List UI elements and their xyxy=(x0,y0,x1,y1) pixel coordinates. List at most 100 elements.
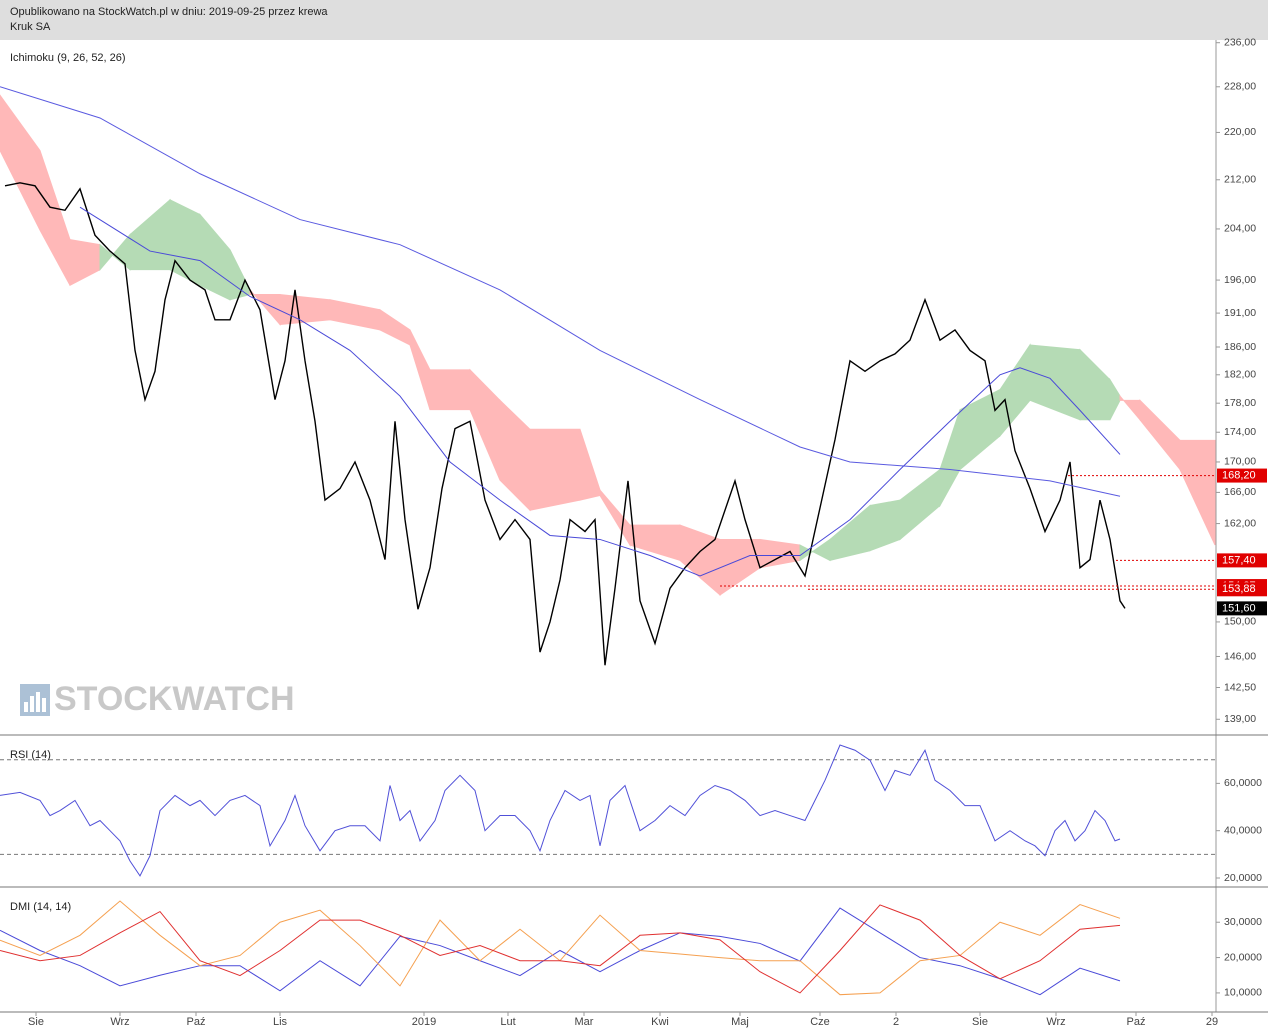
header-line: Kruk SA xyxy=(10,21,51,33)
cloud-segment xyxy=(799,538,831,562)
y-tick-label: 196,00 xyxy=(1224,274,1256,286)
cloud-segment xyxy=(249,288,281,326)
y-tick-label: 186,00 xyxy=(1224,341,1256,353)
x-tick-label: Maj xyxy=(731,1016,749,1028)
x-tick-label: Sie xyxy=(972,1016,988,1028)
y-tick-label: 182,00 xyxy=(1224,369,1256,381)
cloud-segment xyxy=(1139,399,1181,471)
plot-area xyxy=(0,744,1216,877)
y-tick-label: 150,00 xyxy=(1224,616,1256,628)
level-label: 151,60 xyxy=(1222,602,1256,614)
level-box xyxy=(1217,468,1267,483)
cloud-segment xyxy=(199,213,231,301)
y-tick-label: 220,00 xyxy=(1224,126,1256,138)
cloud-segment xyxy=(1079,348,1111,421)
level-box xyxy=(1217,582,1267,597)
cloud-segment xyxy=(409,329,431,410)
level-box xyxy=(1217,601,1267,616)
y-tick-label: 20,0000 xyxy=(1224,951,1262,963)
x-tick-label: Mar xyxy=(575,1016,594,1028)
y-tick-label: 228,00 xyxy=(1224,81,1256,93)
cloud-segment xyxy=(869,499,901,552)
cloud-segment xyxy=(1179,439,1216,546)
x-tick-label: Lut xyxy=(500,1016,515,1028)
cloud-segment xyxy=(429,369,471,411)
y-tick-label: 60,0000 xyxy=(1224,777,1262,789)
y-tick-label: 170,00 xyxy=(1224,456,1256,468)
level-box xyxy=(1217,553,1267,568)
x-tick-label: Wrz xyxy=(110,1016,129,1028)
cloud-segment xyxy=(39,150,71,286)
cloud-segment xyxy=(959,388,1001,471)
panel-title: DMI (14, 14) xyxy=(10,901,71,913)
level-label: 153,88 xyxy=(1222,583,1256,595)
header-line: Opublikowano na StockWatch.pl w dniu: 20… xyxy=(10,6,328,18)
x-tick-label: Paź xyxy=(187,1016,206,1028)
y-tick-label: 142,50 xyxy=(1224,681,1256,693)
y-tick-label: 174,00 xyxy=(1224,426,1256,438)
x-tick-label: Wrz xyxy=(1046,1016,1065,1028)
level-label: 168,20 xyxy=(1222,469,1256,481)
cloud-segment xyxy=(129,198,171,271)
cloud-segment xyxy=(939,409,961,508)
watermark-icon xyxy=(20,684,50,716)
cloud-segment xyxy=(629,524,681,562)
x-tick-label: 2019 xyxy=(412,1016,436,1028)
series-line xyxy=(0,907,1121,996)
plot-area xyxy=(0,86,1216,666)
series-line xyxy=(0,904,1121,994)
cloud-segment xyxy=(679,524,721,597)
y-tick-label: 40,0000 xyxy=(1224,824,1262,836)
cloud-segment xyxy=(279,293,331,326)
y-axis: 236,00 228,00 220,00 212,00 204,00 196,00 191,… xyxy=(1216,36,1256,725)
x-tick-label: 2 xyxy=(893,1016,899,1028)
series-line xyxy=(0,744,1121,877)
cloud-segment xyxy=(329,299,381,331)
series-line xyxy=(0,86,1121,497)
y-tick-label: 178,00 xyxy=(1224,397,1256,409)
cloud-segment xyxy=(499,399,531,512)
y-axis: 60,0000 40,0000 20,0000 xyxy=(1216,777,1262,884)
y-tick-label: 146,00 xyxy=(1224,650,1256,662)
cloud-segment xyxy=(1119,394,1141,422)
cloud-segment xyxy=(379,308,411,346)
x-tick-label: Kwi xyxy=(651,1016,669,1028)
y-axis: 30,0000 20,0000 10,0000 xyxy=(1216,916,1262,999)
y-tick-label: 191,00 xyxy=(1224,307,1256,319)
cloud-segment xyxy=(899,468,941,541)
header-bar xyxy=(0,0,1268,40)
cloud-segment xyxy=(469,368,501,481)
x-tick-label: Sie xyxy=(28,1016,44,1028)
x-tick-label: Lis xyxy=(273,1016,288,1028)
panel-title: RSI (14) xyxy=(10,749,51,761)
watermark: STOCKWATCH xyxy=(54,680,295,718)
y-tick-label: 20,0000 xyxy=(1224,872,1262,884)
series-line xyxy=(79,206,1121,577)
y-tick-label: 30,0000 xyxy=(1224,916,1262,928)
x-tick-label: Paź xyxy=(1127,1016,1146,1028)
cloud-segment xyxy=(529,428,581,511)
panel-title: Ichimoku (9, 26, 52, 26) xyxy=(10,52,126,64)
level-label: 157,40 xyxy=(1222,554,1256,566)
x-tick-label: Cze xyxy=(810,1016,830,1028)
plot-area xyxy=(0,900,1121,996)
cloud-segment xyxy=(999,343,1031,438)
y-tick-label: 166,00 xyxy=(1224,486,1256,498)
y-tick-label: 139,00 xyxy=(1224,713,1256,725)
y-tick-label: 162,00 xyxy=(1224,517,1256,529)
cloud-segment xyxy=(759,538,801,569)
cloud-segment xyxy=(829,504,871,562)
y-tick-label: 236,00 xyxy=(1224,36,1256,48)
cloud-segment xyxy=(1109,377,1121,421)
cloud-segment xyxy=(69,239,101,287)
cloud-segment xyxy=(0,94,41,231)
y-tick-label: 212,00 xyxy=(1224,174,1256,186)
y-tick-label: 204,00 xyxy=(1224,223,1256,235)
cloud-segment xyxy=(1029,344,1081,421)
y-tick-label: 10,0000 xyxy=(1224,987,1262,999)
series-line xyxy=(4,182,1126,666)
cloud-segment xyxy=(579,429,601,501)
x-tick-label: 29 xyxy=(1206,1016,1218,1028)
